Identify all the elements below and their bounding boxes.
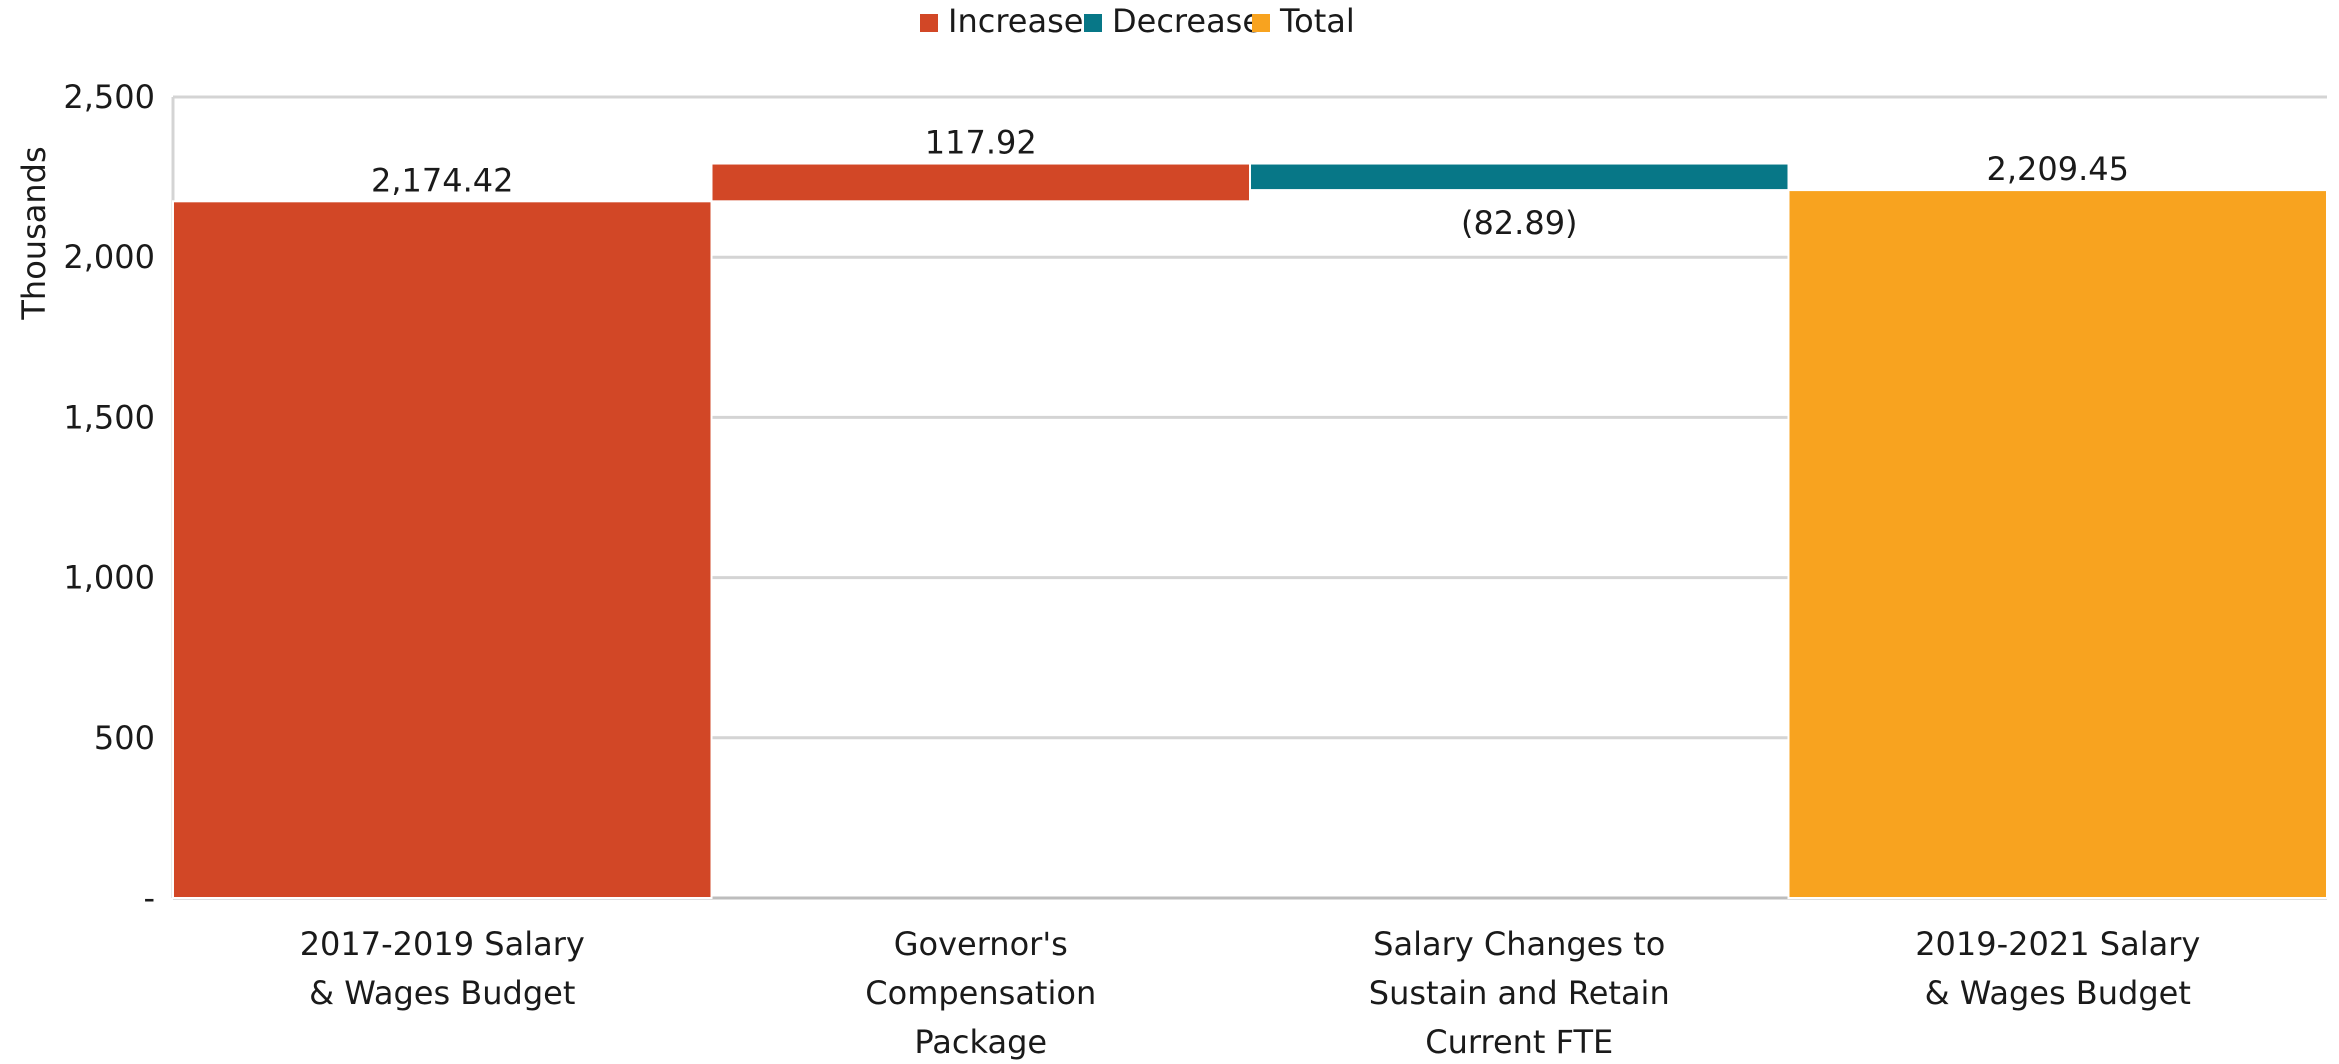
- y-tick-label: 500: [94, 719, 155, 757]
- x-tick-label: 2017-2019 Salary & Wages Budget: [300, 925, 585, 1012]
- x-tick-label-line: Sustain and Retain: [1369, 974, 1670, 1012]
- y-tick-label: 1,000: [63, 559, 155, 597]
- legend-swatch-increase: [920, 14, 938, 32]
- x-tick-label-line: & Wages Budget: [309, 974, 575, 1012]
- legend-swatch-decrease: [1084, 14, 1102, 32]
- x-tick-label-line: Package: [914, 1023, 1047, 1061]
- x-tick-label-line: 2019-2021 Salary: [1915, 925, 2200, 963]
- x-tick-label-line: Salary Changes to: [1373, 925, 1665, 963]
- y-axis-ticks: - 500 1,000 1,500 2,000 2,500: [63, 78, 155, 917]
- legend-item-decrease: Decrease: [1084, 2, 1262, 40]
- y-tick-label: 1,500: [63, 398, 155, 436]
- y-tick-label: -: [143, 879, 155, 917]
- legend: Increase Decrease Total: [920, 2, 1355, 40]
- bars: [172, 162, 2328, 899]
- data-label: (82.89): [1461, 204, 1578, 242]
- x-tick-label: Salary Changes to Sustain and Retain Curre…: [1369, 925, 1670, 1061]
- bar-decrease: [1249, 162, 1790, 192]
- bar-increase: [172, 200, 713, 899]
- legend-item-total: Total: [1252, 2, 1355, 40]
- x-tick-label-line: Current FTE: [1425, 1023, 1613, 1061]
- data-label: 2,174.42: [371, 161, 514, 199]
- legend-swatch-total: [1252, 14, 1270, 32]
- y-tick-label: 2,000: [63, 238, 155, 276]
- x-tick-label: 2019-2021 Salary & Wages Budget: [1915, 925, 2200, 1012]
- bar-increase: [710, 162, 1251, 203]
- data-label: 117.92: [925, 124, 1037, 162]
- y-axis-label: Thousands: [15, 146, 53, 320]
- legend-item-increase: Increase: [920, 2, 1083, 40]
- y-axis-title: Thousands: [15, 146, 53, 320]
- x-tick-label-line: Compensation: [865, 974, 1096, 1012]
- x-tick-label-line: Governor's: [894, 925, 1068, 963]
- x-axis-labels: 2017-2019 Salary & Wages Budget Governor's…: [300, 925, 2201, 1061]
- x-tick-label: Governor's Compensation Package: [865, 925, 1096, 1061]
- x-tick-label-line: & Wages Budget: [1925, 974, 2191, 1012]
- legend-label-decrease: Decrease: [1112, 2, 1262, 40]
- legend-label-increase: Increase: [948, 2, 1083, 40]
- data-labels: 2,174.42 117.92 (82.89) 2,209.45: [371, 124, 2129, 243]
- legend-label-total: Total: [1279, 2, 1355, 40]
- x-tick-label-line: 2017-2019 Salary: [300, 925, 585, 963]
- data-label: 2,209.45: [1987, 150, 2130, 188]
- y-tick-label: 2,500: [63, 78, 155, 116]
- bar-total: [1787, 189, 2328, 899]
